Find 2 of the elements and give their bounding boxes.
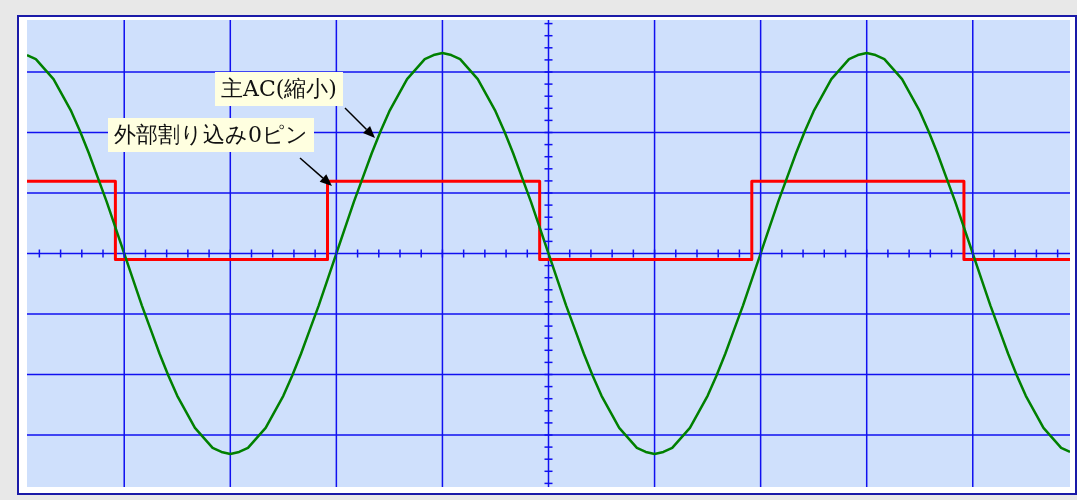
annotation: 主AC(縮小)	[215, 72, 343, 106]
annotation: 外部割り込み0ピン	[108, 118, 314, 152]
